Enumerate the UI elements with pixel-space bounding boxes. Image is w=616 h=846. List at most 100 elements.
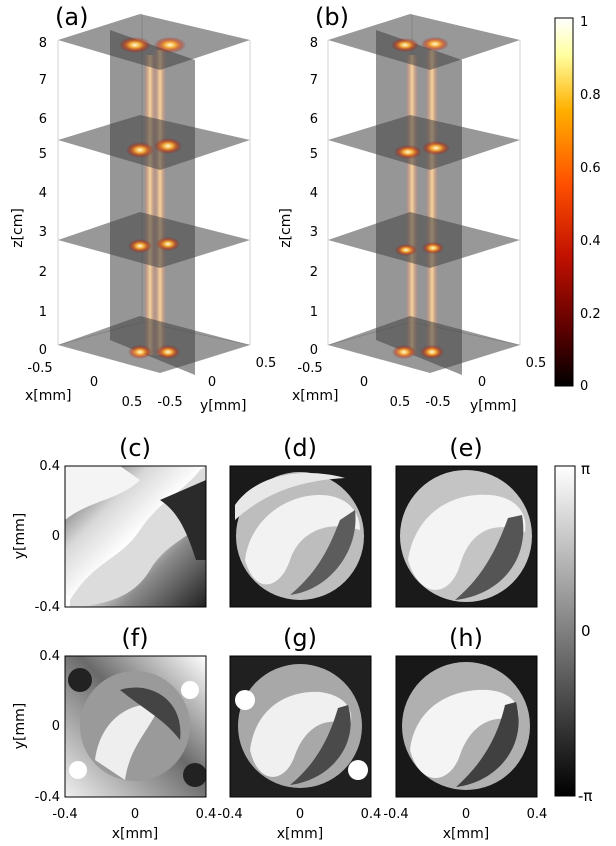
xy-tick-labels: -0.5 0 0.5 -0.5 0 0.5 — [27, 356, 276, 410]
panel-a: (a) z[cm] 0 1 2 3 4 5 6 7 8 — [10, 3, 276, 414]
y-tick: -0.5 — [157, 395, 182, 410]
panel-label-g: (g) — [283, 624, 317, 652]
phase-panel-c: (c) y[mm] 0.4 0 -0.4 — [12, 434, 207, 615]
z-tick: 5 — [39, 147, 47, 162]
phase-panel-e: (e) — [395, 434, 538, 608]
y-axis-title: y[mm] — [12, 513, 28, 559]
y-axis-title: y[mm] — [470, 398, 516, 414]
center-slab — [376, 30, 462, 375]
x-tick: -0.4 — [383, 807, 408, 822]
phase-panel-d: (d) — [229, 434, 372, 608]
x-tick: -0.4 — [52, 807, 77, 822]
z-tick: 4 — [310, 186, 318, 201]
beam-1 — [406, 55, 418, 355]
z-tick: 6 — [39, 112, 47, 127]
x-tick-labels: -0.4 0 0.4 — [217, 807, 381, 822]
panel-label-h: (h) — [449, 624, 483, 652]
x-tick: 0.5 — [122, 395, 143, 410]
intensity-colorbar-ticks: 0 0.2 0.4 0.6 0.8 1 — [580, 15, 601, 394]
colorbar-tick: 0 — [580, 379, 588, 394]
panel-label-b: (b) — [315, 3, 349, 31]
colorbar-tick: 0.8 — [580, 88, 601, 103]
x-tick: -0.5 — [297, 361, 322, 376]
plot-frame — [229, 465, 372, 608]
xy-tick-labels: -0.5 0 0.5 -0.5 0 0.5 — [297, 356, 546, 410]
x-tick-labels: -0.4 0 0.4 — [383, 807, 547, 822]
phase-panel-f: (f) y[mm] 0.4 0 -0.4 -0.4 0 0.4 x[mm] — [12, 624, 216, 842]
x-tick: 0.4 — [527, 807, 548, 822]
colorbar-tick: 0.2 — [580, 307, 601, 322]
colorbar-tick: -π — [578, 787, 592, 805]
x-axis-title: x[mm] — [292, 388, 338, 404]
y-tick: 0.5 — [526, 356, 547, 371]
z-tick: 3 — [39, 225, 47, 240]
y-tick-labels: 0.4 0 -0.4 — [35, 649, 60, 805]
intensity-colorbar-gradient — [554, 17, 574, 387]
y-tick: -0.5 — [425, 395, 450, 410]
x-tick-labels: -0.4 0 0.4 — [52, 807, 216, 822]
z-tick: 1 — [310, 305, 318, 320]
x-axis-title: x[mm] — [25, 388, 71, 404]
panel-label-e: (e) — [449, 434, 483, 462]
panel-label-d: (d) — [283, 434, 317, 462]
z-tick: 2 — [310, 265, 318, 280]
plot-frame — [64, 465, 207, 608]
slice-plane-z0 — [58, 316, 250, 373]
x-tick: 0.5 — [390, 395, 411, 410]
z-tick-labels: 0 1 2 3 4 5 6 7 8 — [39, 36, 47, 358]
y-tick: 0 — [52, 529, 60, 544]
x-axis-title: x[mm] — [443, 826, 489, 842]
z-tick: 4 — [39, 186, 47, 201]
y-tick: 0.5 — [256, 356, 277, 371]
phase-panel-h: (h) -0.4 0 0.4 x[mm] — [383, 624, 547, 842]
z-tick: 8 — [39, 36, 47, 51]
y-tick: 0.4 — [39, 649, 60, 664]
z-tick: 6 — [310, 112, 318, 127]
beam-2 — [426, 50, 438, 355]
slice-plane-z0 — [328, 316, 520, 373]
x-tick: 0.4 — [196, 807, 217, 822]
slice-plane-z5 — [58, 115, 250, 170]
phase-panel-g: (g) -0.4 0 0.4 x[mm] — [217, 624, 381, 842]
plot-frame — [395, 465, 538, 608]
colorbar-tick: 1 — [580, 15, 588, 30]
plot-frame — [229, 655, 372, 798]
intensity-colorbar: 0 0.2 0.4 0.6 0.8 1 — [554, 15, 601, 394]
slice-plane-z2 — [58, 212, 250, 268]
x-tick: -0.4 — [217, 807, 242, 822]
y-axis-title: y[mm] — [12, 703, 28, 749]
panel-b: (b) z[cm] 0 1 2 3 4 5 6 7 8 — [278, 3, 546, 414]
panel-label-a: (a) — [55, 3, 88, 31]
z-axis-title: z[cm] — [10, 208, 26, 248]
colorbar-tick: π — [581, 460, 590, 478]
x-axis-title: x[mm] — [277, 826, 323, 842]
y-tick: 0 — [52, 719, 60, 734]
z-tick: 5 — [310, 147, 318, 162]
z-tick: 0 — [310, 343, 318, 358]
slice-plane-z8 — [58, 14, 250, 70]
x-tick: -0.5 — [27, 361, 52, 376]
phase-colorbar: π 0 -π — [554, 460, 592, 805]
z-axis-title: z[cm] — [278, 208, 294, 248]
beam-2 — [154, 50, 166, 355]
x-tick: 0 — [360, 375, 368, 390]
slice-plane-z8 — [328, 14, 520, 70]
z-tick: 7 — [39, 73, 47, 88]
x-tick: 0 — [90, 375, 98, 390]
y-tick: 0 — [208, 375, 216, 390]
y-tick: 0 — [478, 375, 486, 390]
y-tick: -0.4 — [35, 790, 60, 805]
z-tick: 2 — [39, 265, 47, 280]
y-tick-labels: 0.4 0 -0.4 — [35, 459, 60, 615]
slice-plane-z2 — [328, 212, 520, 268]
z-tick: 7 — [310, 73, 318, 88]
colorbar-tick: 0.4 — [580, 234, 601, 249]
plot-frame — [395, 655, 538, 798]
x-axis-title: x[mm] — [112, 826, 158, 842]
z-tick-labels: 0 1 2 3 4 5 6 7 8 — [310, 36, 318, 358]
panel-label-f: (f) — [121, 624, 148, 652]
x-tick: 0 — [131, 807, 139, 822]
z-tick: 0 — [39, 343, 47, 358]
panel-label-c: (c) — [119, 434, 151, 462]
